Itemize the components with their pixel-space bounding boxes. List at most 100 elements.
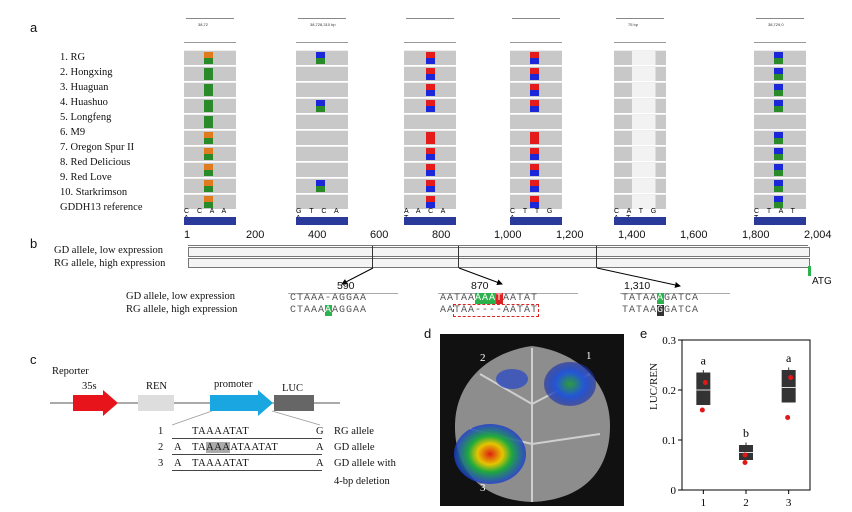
- y-tick-label: 0.1: [662, 435, 676, 447]
- axis-tick-label: 400: [308, 229, 327, 241]
- axis-tick-label: 2,004: [804, 229, 832, 241]
- sample-label: 1. RG: [60, 52, 86, 63]
- read-row: [510, 82, 562, 97]
- read-row: [296, 178, 348, 193]
- read-row: [296, 50, 348, 65]
- variant-base: [774, 154, 783, 160]
- arrow: [458, 267, 503, 286]
- variant-label: RG allele: [334, 426, 374, 437]
- variant-base: [426, 132, 435, 138]
- read-row: [510, 162, 562, 177]
- gd-allele-bar: [188, 247, 810, 257]
- data-point: [742, 460, 748, 465]
- variant-label: GD allele with: [334, 458, 396, 469]
- variant-base: [426, 52, 435, 58]
- variant-base: [774, 74, 783, 80]
- sample-label: 6. M9: [60, 127, 86, 138]
- ren-label: REN: [146, 381, 167, 392]
- read-row: [296, 130, 348, 145]
- read-rows: [754, 50, 806, 210]
- reference-label: GDDH13 reference: [60, 202, 143, 213]
- variant-base: [426, 164, 435, 170]
- sample-label: 7. Oregon Spur II: [60, 142, 135, 153]
- promoter-arrow: [210, 390, 273, 416]
- variant-base: [774, 58, 783, 64]
- variant-base: [204, 196, 213, 202]
- luc-spot-2: [496, 369, 528, 389]
- read-row: [404, 178, 456, 193]
- axis-tick-label: 200: [246, 229, 265, 241]
- gd-allele-label: GD allele, low expression: [54, 245, 164, 256]
- variant-base: [426, 170, 435, 176]
- variant-base: [204, 170, 213, 176]
- axis-tick-label: 1: [184, 229, 191, 241]
- variant-base: [204, 148, 213, 154]
- read-row: [754, 146, 806, 161]
- read-row: [184, 50, 236, 65]
- read-row: [614, 130, 666, 145]
- variant-base: [426, 196, 435, 202]
- significance-letter: a: [786, 351, 792, 365]
- alignment-track: A A C A T: [404, 14, 456, 229]
- ren-box: [138, 395, 174, 411]
- alignment-track: 75 bpC A T G A T: [614, 14, 666, 229]
- position-870: 870: [471, 280, 489, 292]
- box-plot: 0 0.1 0.2 0.3 a 1 b 2 a 3: [662, 335, 811, 509]
- read-row: [614, 178, 666, 193]
- sample-label: 10. Starkrimson: [60, 187, 128, 198]
- atg-label: ATG: [812, 276, 832, 287]
- track-header: 38,72: [184, 14, 236, 43]
- track-header: 75 bp: [614, 14, 666, 43]
- variant-base: [774, 196, 783, 202]
- variant-base: [204, 138, 213, 144]
- read-row: [404, 162, 456, 177]
- variant-base: [426, 90, 435, 96]
- read-row: [184, 162, 236, 177]
- read-row: [510, 50, 562, 65]
- variant-base: [530, 68, 539, 74]
- variant-base: [774, 52, 783, 58]
- sample-label: 3. Huaguan: [60, 82, 109, 93]
- read-row: [296, 194, 348, 209]
- read-row: [614, 114, 666, 129]
- variant-label: GD allele: [334, 442, 375, 453]
- sample-label: 4. Huashuo: [60, 97, 108, 108]
- track-coordinate: 38,728,310 bp: [310, 22, 336, 27]
- spot-label: 2: [480, 352, 486, 364]
- luc-box: [274, 395, 314, 411]
- panel-label-e: e: [640, 326, 648, 341]
- variant-base: [530, 186, 539, 192]
- read-row: [404, 194, 456, 209]
- variant-base: [530, 180, 539, 186]
- variant-base: [204, 84, 213, 90]
- panel-label-c: c: [30, 352, 37, 367]
- variant-base: [204, 186, 213, 192]
- read-rows: [184, 50, 236, 210]
- box: [781, 370, 796, 403]
- seq-590-gd: CTAAA-AGGAA: [290, 293, 368, 304]
- variant-marker: [596, 246, 597, 268]
- read-row: [614, 98, 666, 113]
- read-row: [614, 66, 666, 81]
- read-row: [614, 50, 666, 65]
- panel-label-b: b: [30, 236, 38, 251]
- variant-base: [530, 106, 539, 112]
- read-row: [404, 146, 456, 161]
- variant-label-2: 4-bp deletion: [334, 476, 390, 487]
- variant-base: [774, 132, 783, 138]
- alignment-track: 38,72C C A A A: [184, 14, 236, 229]
- sample-label: 8. Red Delicious: [60, 157, 131, 168]
- read-rows: [296, 50, 348, 210]
- axis-tick-label: 1,200: [556, 229, 584, 241]
- variant-base: [530, 74, 539, 80]
- y-tick-label: 0.2: [662, 385, 676, 397]
- variant-base: [426, 138, 435, 144]
- seq-rule: [438, 293, 578, 294]
- variant-base: [316, 100, 325, 106]
- read-row: [184, 194, 236, 209]
- read-rows: [404, 50, 456, 210]
- flank-base: A: [174, 442, 182, 453]
- rg-allele-bar: [188, 258, 810, 268]
- variant-base: [774, 202, 783, 208]
- alignment-track: 38,729,0C T A T T: [754, 14, 806, 229]
